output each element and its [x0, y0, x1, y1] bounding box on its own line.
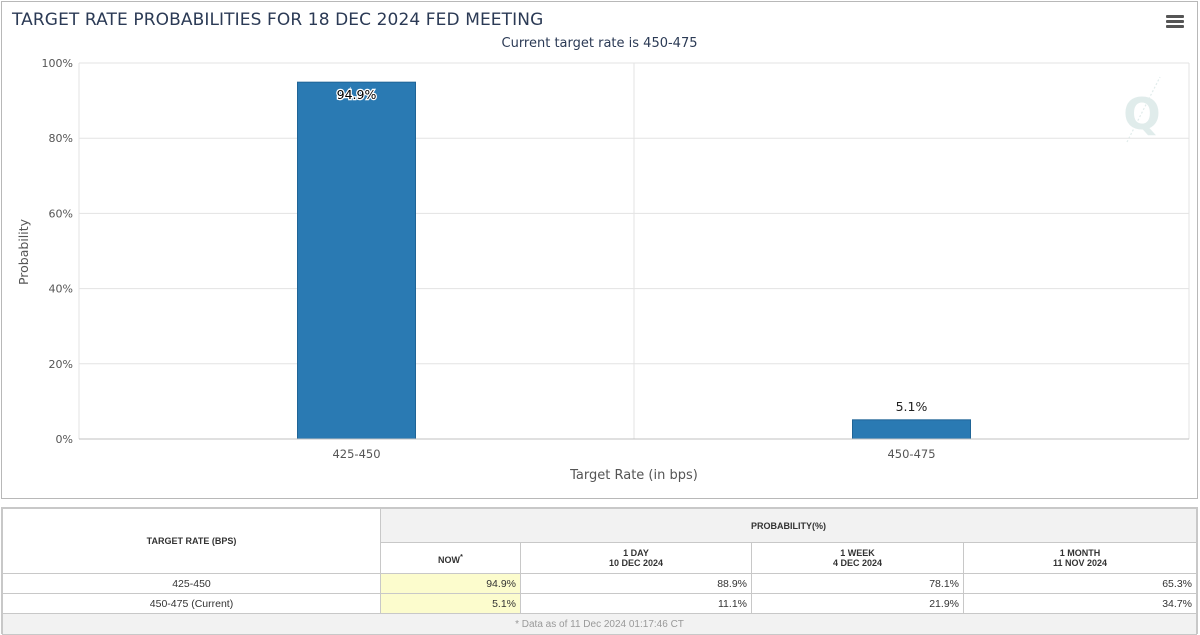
- hamburger-menu-icon[interactable]: [1166, 15, 1184, 29]
- bar-425-450[interactable]: [297, 81, 416, 440]
- cell-now: 5.1%: [380, 593, 521, 614]
- chart-subtitle: Current target rate is 450-475: [501, 36, 698, 51]
- y-tick-label: 40%: [49, 283, 73, 296]
- y-tick-label: 100%: [42, 57, 73, 70]
- data-timestamp-footnote: * Data as of 11 Dec 2024 01:17:46 CT: [2, 613, 1197, 635]
- svg-text:Q: Q: [1123, 89, 1160, 140]
- y-tick-label: 60%: [49, 207, 73, 220]
- col-header-now: NOW*: [380, 542, 521, 574]
- probability-table: TARGET RATE (BPS) PROBABILITY(%) NOW* 1 …: [2, 508, 1197, 635]
- row-rate: 450-475 (Current): [2, 593, 381, 614]
- cell-1-week: 21.9%: [751, 593, 964, 614]
- x-tick-label: 425-450: [332, 447, 380, 461]
- y-tick-label: 80%: [49, 132, 73, 145]
- cell-1-week: 78.1%: [751, 573, 964, 594]
- col-header-1-week: 1 WEEK 4 DEC 2024: [751, 542, 964, 574]
- y-tick-label: 20%: [49, 358, 73, 371]
- q-watermark-icon: Q: [1123, 76, 1161, 143]
- x-tick-label: 450-475: [887, 447, 935, 461]
- bar-data-label: 5.1%: [896, 399, 928, 414]
- probability-header: PROBABILITY(%): [380, 508, 1197, 543]
- chart-title: TARGET RATE PROBABILITIES FOR 18 DEC 202…: [12, 10, 544, 30]
- cell-1-month: 34.7%: [963, 593, 1197, 614]
- chart-panel: TARGET RATE PROBABILITIES FOR 18 DEC 202…: [1, 1, 1198, 499]
- col-header-1-month: 1 MONTH 11 NOV 2024: [963, 542, 1197, 574]
- cell-1-day: 88.9%: [520, 573, 752, 594]
- target-rate-header: TARGET RATE (BPS): [2, 508, 381, 574]
- table-row: 425-450 94.9% 88.9% 78.1% 65.3%: [2, 573, 1197, 594]
- y-tick-label: 0%: [56, 433, 73, 446]
- probability-table-panel: TARGET RATE (BPS) PROBABILITY(%) NOW* 1 …: [1, 507, 1198, 635]
- cell-1-month: 65.3%: [963, 573, 1197, 594]
- col-header-1-day: 1 DAY 10 DEC 2024: [520, 542, 752, 574]
- bar-data-label: 94.9%: [337, 87, 377, 102]
- x-axis-label: Target Rate (in bps): [569, 468, 698, 483]
- bar-chart: Q 0% 20% 40% 60% 80% 100% 94.9% 5.1% 425-450 45…: [16, 57, 1190, 483]
- table-row: 450-475 (Current) 5.1% 11.1% 21.9% 34.7%: [2, 593, 1197, 614]
- cell-1-day: 11.1%: [520, 593, 752, 614]
- bar-450-475[interactable]: [852, 419, 971, 440]
- y-axis-label: Probability: [16, 218, 31, 285]
- cell-now: 94.9%: [380, 573, 521, 594]
- row-rate: 425-450: [2, 573, 381, 594]
